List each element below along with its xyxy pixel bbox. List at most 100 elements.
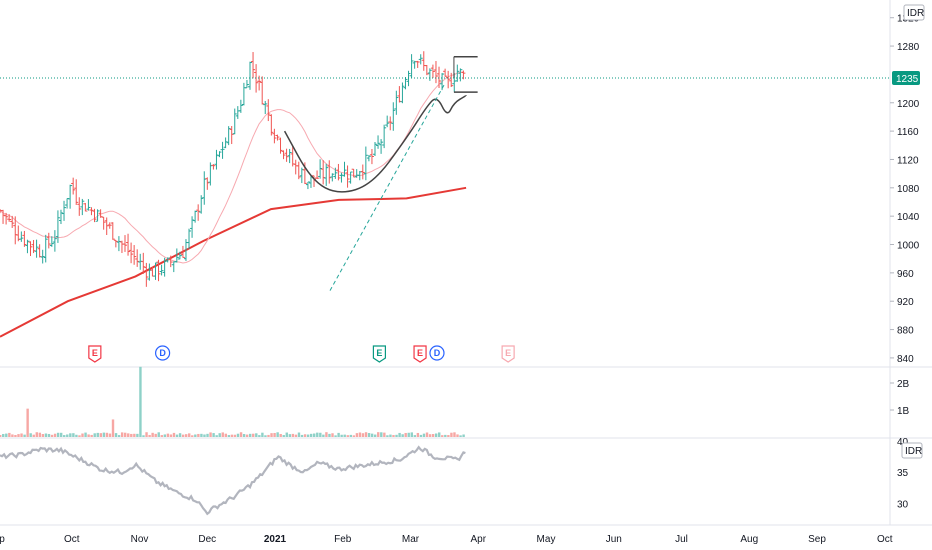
currency-badge-price[interactable] [903,4,925,21]
volume-bar [273,432,276,437]
volume-bar [413,435,417,437]
volume-bar [404,432,407,437]
price-axis[interactable]: 840 880 920 960 1000 1040 1080 1120 1160 1200 1280… [890,14,920,365]
earnings-shape [501,345,515,363]
volume-bar [93,433,96,437]
volume-bar [434,433,438,437]
volume-bar [450,432,453,437]
volume-bar [32,434,35,437]
volume-bar [151,432,154,437]
relative-strength-pane[interactable] [0,445,466,516]
volume-bar [300,434,304,437]
earnings-marker[interactable]: E [88,345,102,363]
price-tick-label: 1080 [897,184,920,195]
relative-strength-line [0,445,466,516]
volume-bar [29,433,32,437]
volume-bar [218,433,221,437]
volume-bar [267,434,270,437]
volume-bar [157,432,160,437]
price-tick-label: 1280 [897,42,920,53]
dividend-marker[interactable]: D [155,345,171,361]
volume-bar [63,435,66,437]
volume-bar [337,432,340,437]
moving-average-short-line [0,71,464,264]
volume-bar [75,434,78,437]
volume-bar [325,432,328,437]
earnings-marker[interactable]: E [372,345,386,363]
rs-tick-label: 30 [897,499,909,510]
volume-bar [294,434,298,437]
event-label: E [505,348,511,358]
volume-bar [191,435,194,437]
volume-bar [395,434,398,437]
volume-bar [370,433,374,437]
time-tick-label: Dec [198,534,216,545]
volume-bar [105,432,109,437]
volume-bar [78,435,81,437]
volume-bar [248,433,252,437]
volume-bar [102,432,106,437]
trend-line[interactable] [329,82,446,291]
volume-bar [172,432,176,437]
volume-bar [175,434,179,437]
volume-bar [145,432,148,437]
volume-bar [200,433,203,437]
volume-bar [47,433,51,437]
time-axis[interactable]: p Oct Nov Dec 2021 Feb Mar Apr May Jun Jul Aug Sep Oc… [0,534,893,545]
volume-bar [81,433,84,437]
earnings-marker[interactable]: E [501,345,515,363]
dividend-marker[interactable]: D [429,345,445,361]
event-label: E [92,348,98,358]
volume-bar [401,434,404,437]
volume-bar [313,433,316,437]
volume-bar [130,433,133,437]
time-tick-label: Aug [740,534,758,545]
volume-bar [26,408,29,437]
volume-bar [184,434,188,437]
volume-bar [14,434,17,437]
volume-bar [441,435,444,437]
volume-bar [462,434,465,437]
volume-bar [50,434,54,437]
volume-bar [276,432,279,437]
volume-bar [444,434,447,437]
volume-bar [90,434,93,437]
price-tick-label: 1120 [897,155,919,166]
volume-pane[interactable] [0,366,465,437]
volume-bar [389,434,392,437]
time-tick-label: Oct [64,534,80,545]
time-tick-label: Jun [606,534,622,545]
volume-bar [233,434,237,437]
volume-bar [364,432,368,437]
time-tick-label: 2021 [264,534,287,545]
volume-bar [203,434,206,437]
currency-badge-rs[interactable] [901,442,923,459]
earnings-shape [372,345,386,363]
currency-label-rs: IDR [905,446,922,457]
volume-bar [322,434,325,437]
price-tick-label: 880 [897,326,914,337]
time-tick-label: Sep [808,534,826,545]
volume-bar [99,433,103,437]
volume-bar [383,432,386,437]
volume-bar [56,432,60,437]
cup-pattern-line[interactable] [283,94,467,193]
volume-bar [236,433,240,437]
volume-bar [328,433,331,437]
volume-bar [114,433,118,437]
volume-bar [319,432,322,437]
volume-bar [392,435,395,437]
volume-bar [270,433,273,437]
volume-bar [38,432,42,437]
volume-bar [285,432,288,437]
volume-bar [309,433,313,437]
volume-bar [154,433,157,437]
volume-bar [221,432,224,437]
volume-bar [11,434,14,437]
time-tick-label: Oct [877,534,893,545]
volume-bar [340,434,343,437]
volume-bar [459,435,462,437]
earnings-marker[interactable]: E [413,345,427,363]
